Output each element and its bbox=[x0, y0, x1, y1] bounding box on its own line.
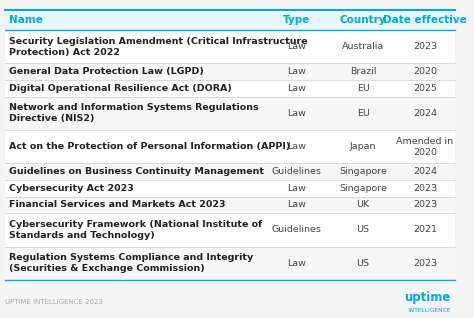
Text: UPTIME INTELLIGENCE 2023: UPTIME INTELLIGENCE 2023 bbox=[5, 299, 102, 305]
Text: Law: Law bbox=[287, 259, 306, 268]
Text: 2024: 2024 bbox=[413, 109, 437, 118]
Text: Regulation Systems Compliance and Integrity
(Securities & Exchange Commission): Regulation Systems Compliance and Integr… bbox=[9, 253, 254, 273]
Text: US: US bbox=[356, 259, 370, 268]
Bar bbox=[5, 10, 456, 30]
Text: UK: UK bbox=[356, 200, 370, 210]
Text: 2023: 2023 bbox=[413, 42, 437, 51]
Text: Country: Country bbox=[340, 15, 386, 25]
Text: General Data Protection Law (LGPD): General Data Protection Law (LGPD) bbox=[9, 67, 204, 76]
Text: Australia: Australia bbox=[342, 42, 384, 51]
Text: Guidelines: Guidelines bbox=[272, 167, 321, 176]
Text: 2025: 2025 bbox=[413, 84, 437, 93]
Text: Singapore: Singapore bbox=[339, 184, 387, 193]
Text: Law: Law bbox=[287, 84, 306, 93]
Text: EU: EU bbox=[356, 84, 370, 93]
Text: Act on the Protection of Personal Information (APPI): Act on the Protection of Personal Inform… bbox=[9, 142, 291, 151]
Text: Cybersecurity Act 2023: Cybersecurity Act 2023 bbox=[9, 184, 134, 193]
Text: 2023: 2023 bbox=[413, 184, 437, 193]
Text: Amended in
2020: Amended in 2020 bbox=[396, 137, 454, 157]
Bar bbox=[5, 213, 456, 246]
Bar bbox=[5, 97, 456, 130]
Text: Law: Law bbox=[287, 109, 306, 118]
Bar bbox=[5, 64, 456, 80]
Bar bbox=[5, 163, 456, 180]
Bar bbox=[5, 197, 456, 213]
Text: 2023: 2023 bbox=[413, 259, 437, 268]
Text: INTELLIGENCE: INTELLIGENCE bbox=[409, 308, 451, 313]
Bar bbox=[5, 246, 456, 280]
Text: Japan: Japan bbox=[350, 142, 376, 151]
Text: Name: Name bbox=[9, 15, 43, 25]
Text: 2020: 2020 bbox=[413, 67, 437, 76]
Text: Cybersecurity Framework (National Institute of
Standards and Technology): Cybersecurity Framework (National Instit… bbox=[9, 220, 263, 240]
Text: Date effective: Date effective bbox=[383, 15, 467, 25]
Text: Law: Law bbox=[287, 200, 306, 210]
Text: Brazil: Brazil bbox=[350, 67, 376, 76]
Text: uptime: uptime bbox=[404, 291, 451, 304]
Text: Law: Law bbox=[287, 67, 306, 76]
Bar bbox=[5, 130, 456, 163]
Bar bbox=[5, 180, 456, 197]
Text: Law: Law bbox=[287, 142, 306, 151]
Bar bbox=[5, 80, 456, 97]
Text: Law: Law bbox=[287, 42, 306, 51]
Text: Type: Type bbox=[283, 15, 310, 25]
Text: Digital Operational Resilience Act (DORA): Digital Operational Resilience Act (DORA… bbox=[9, 84, 232, 93]
Text: 2024: 2024 bbox=[413, 167, 437, 176]
Text: EU: EU bbox=[356, 109, 370, 118]
Text: Network and Information Systems Regulations
Directive (NIS2): Network and Information Systems Regulati… bbox=[9, 103, 259, 123]
Text: US: US bbox=[356, 225, 370, 234]
Text: 2021: 2021 bbox=[413, 225, 437, 234]
Text: Security Legislation Amendment (Critical Infrastructure
Protection) Act 2022: Security Legislation Amendment (Critical… bbox=[9, 37, 308, 57]
Text: Singapore: Singapore bbox=[339, 167, 387, 176]
Bar bbox=[5, 30, 456, 64]
Text: Guidelines on Business Continuity Management: Guidelines on Business Continuity Manage… bbox=[9, 167, 264, 176]
Text: Financial Services and Markets Act 2023: Financial Services and Markets Act 2023 bbox=[9, 200, 226, 210]
Text: Law: Law bbox=[287, 184, 306, 193]
Text: 2023: 2023 bbox=[413, 200, 437, 210]
Text: Guidelines: Guidelines bbox=[272, 225, 321, 234]
